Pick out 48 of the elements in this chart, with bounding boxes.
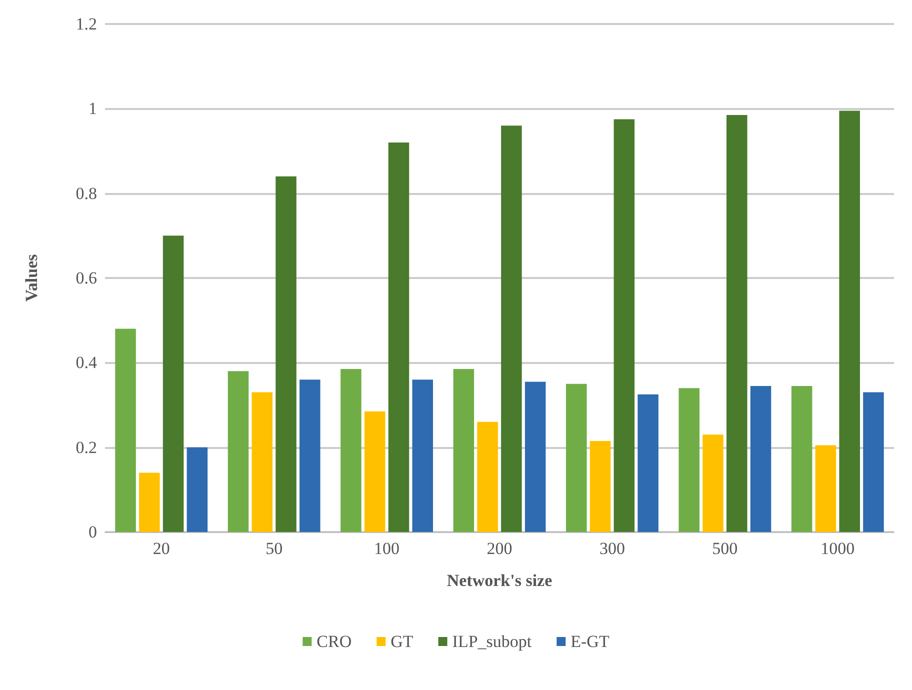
y-tick-label: 0 [88,522,97,542]
y-tick-label: 1 [88,99,97,118]
y-tick-label: 0.8 [76,184,97,203]
x-tick-label: 100 [374,539,400,558]
legend-label: ILP_subopt [452,632,532,651]
x-tick-label: 300 [599,539,625,558]
bar [678,388,700,532]
legend-label: GT [390,632,414,651]
y-tick-label: 1.2 [76,14,97,34]
bar [340,369,362,532]
bar [300,380,320,532]
x-tick-label: 500 [712,539,738,558]
y-tick-label: 0.2 [76,438,97,457]
bar [524,382,546,532]
bar [726,115,748,532]
bar [186,447,208,532]
y-tick-label: 0.4 [76,353,98,372]
bar [815,445,836,532]
bar [638,394,658,532]
y-tick-label: 0.6 [76,268,97,288]
x-tick-label: 1000 [820,539,855,558]
x-axis-title: Network's size [446,571,553,590]
bar [276,176,296,532]
bar [702,434,724,532]
bar [228,371,249,532]
bar [477,422,498,532]
bar [388,142,410,532]
bar [750,386,772,532]
bar [252,392,273,532]
x-tick-label: 20 [152,539,170,558]
x-tick-label: 50 [266,539,283,558]
bar [839,110,860,532]
bar [590,440,611,532]
legend-label: CRO [316,632,352,651]
bar [501,126,522,532]
bar [566,384,587,532]
legend-label: E-GT [570,632,610,651]
bar [863,392,884,532]
bar [115,328,136,532]
bar [412,380,433,532]
bar [364,411,386,532]
bar [162,236,184,532]
y-axis-title: Values [22,254,41,302]
bar [791,386,812,532]
x-tick-label: 200 [486,539,512,558]
bar [614,119,635,532]
bar [139,472,160,532]
bar [453,369,474,532]
